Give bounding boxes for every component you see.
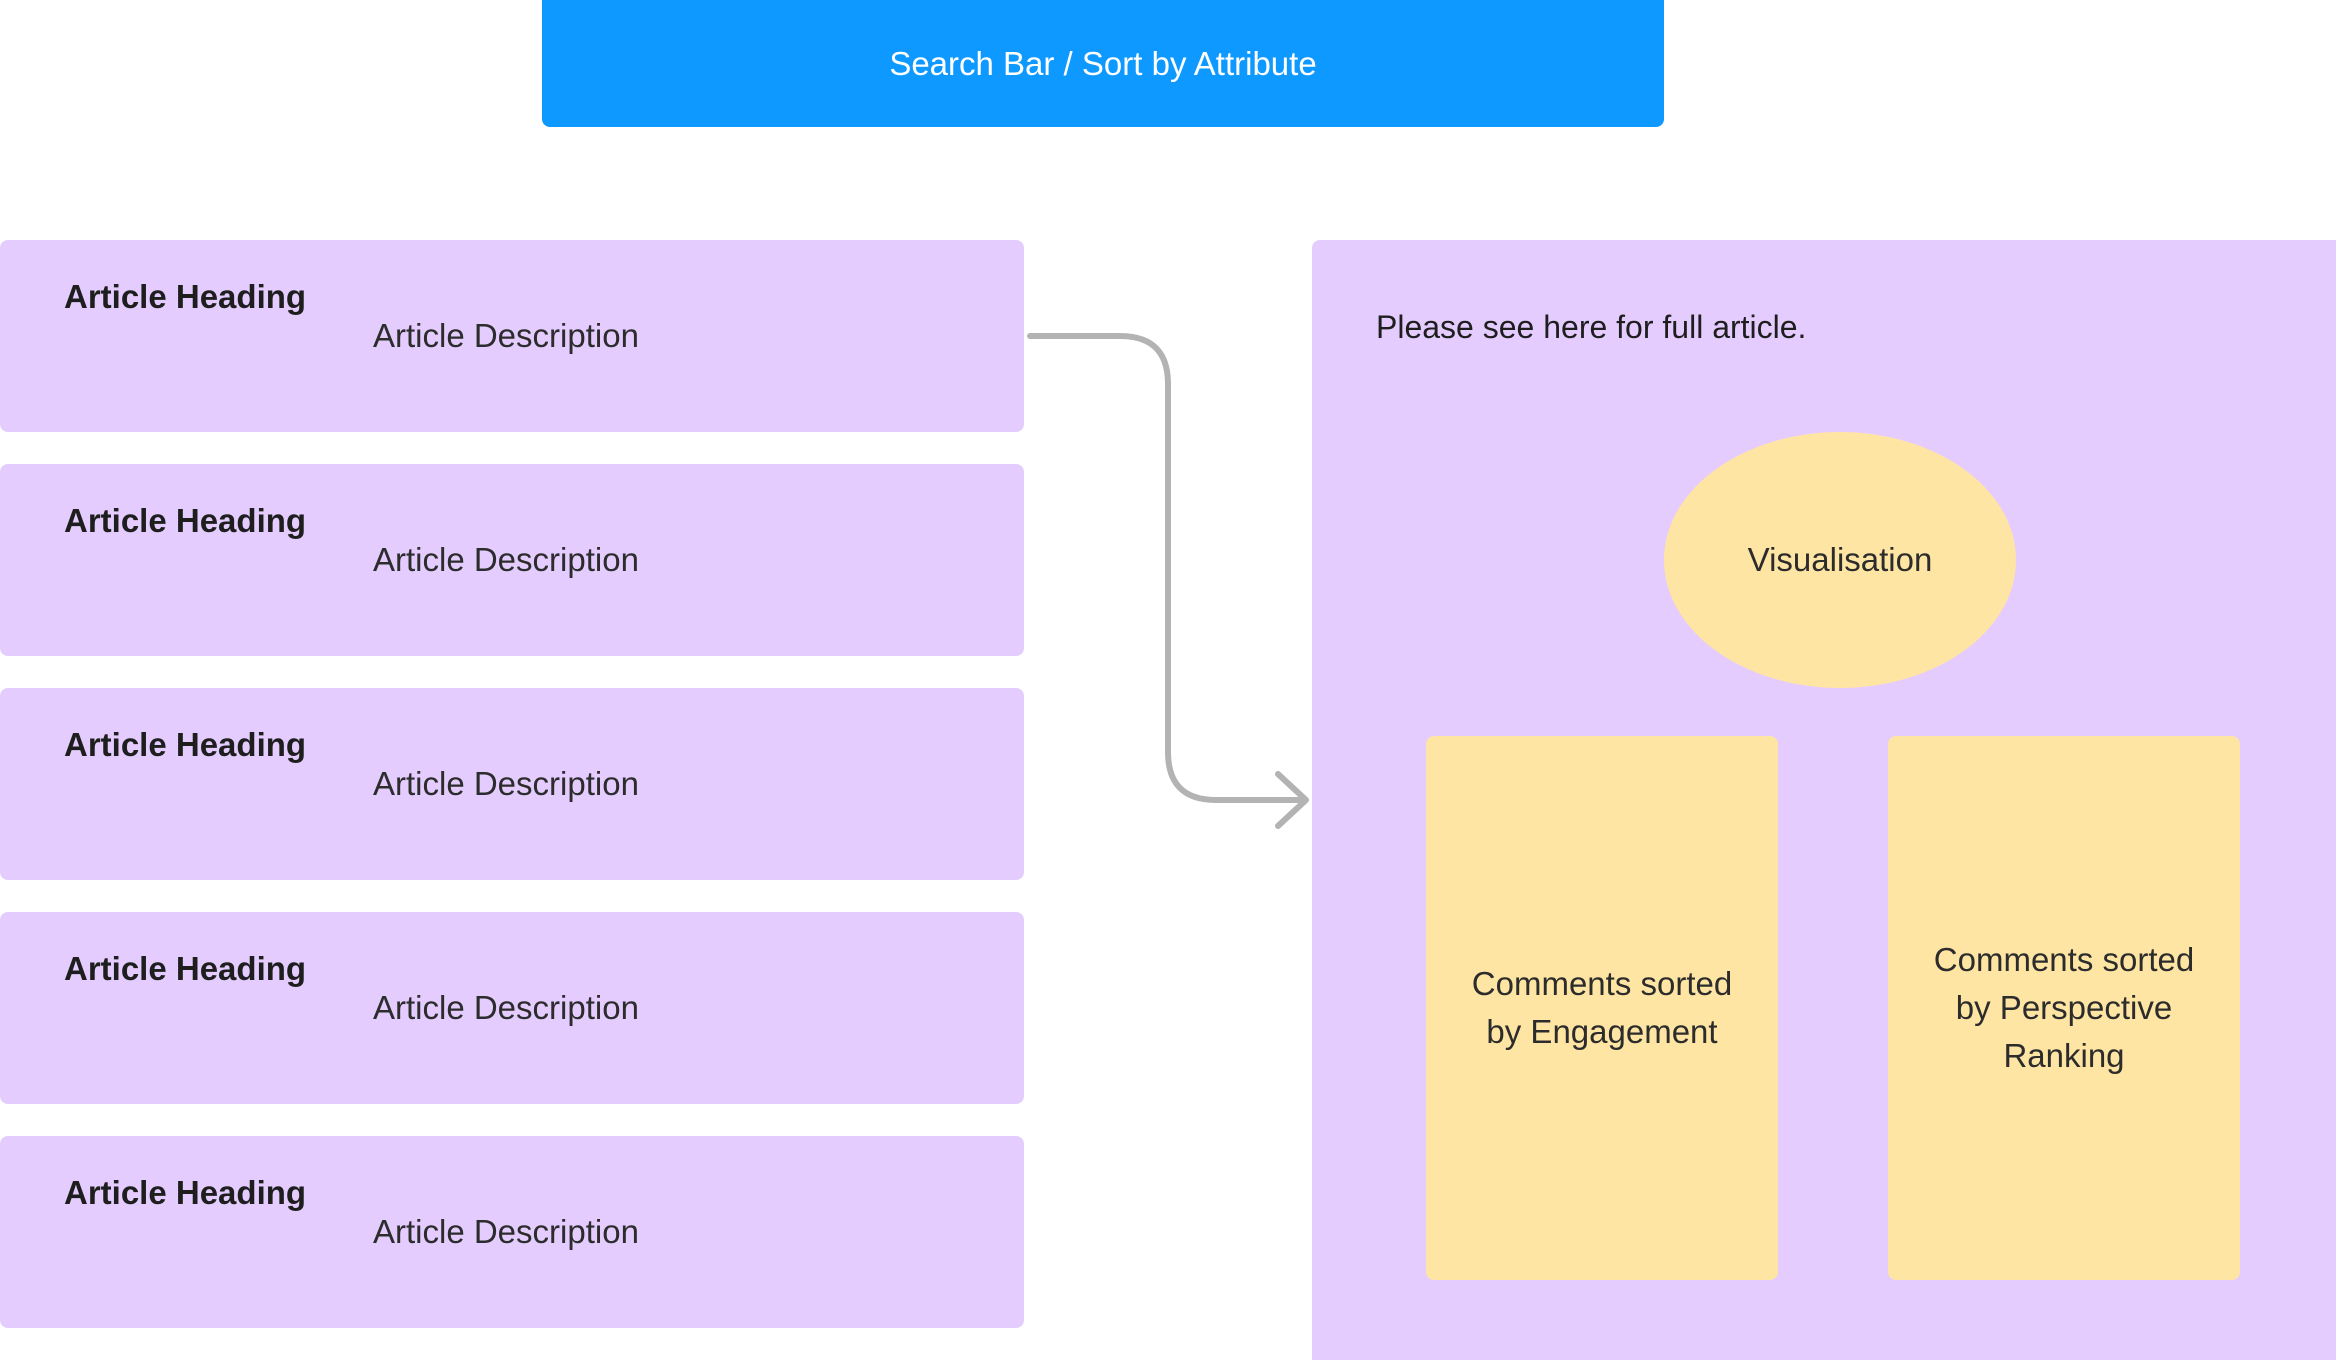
search-sort-bar[interactable]: Search Bar / Sort by Attribute [542, 0, 1664, 127]
full-article-panel: Please see here for full article. Visual… [1312, 240, 2336, 1360]
comments-perspective-label: Comments sorted by Perspective Ranking [1933, 941, 2195, 1074]
article-card[interactable]: Article Heading Article Description [0, 912, 1024, 1104]
article-heading: Article Heading [64, 726, 307, 763]
arrowhead-icon [1275, 771, 1309, 829]
article-description: Article Description [373, 765, 639, 802]
article-description: Article Description [373, 541, 639, 578]
visualisation-ellipse[interactable]: Visualisation [1664, 432, 2016, 688]
comments-engagement-card[interactable]: Comments sorted by Engagement [1426, 736, 1778, 1280]
article-card[interactable]: Article Heading Article Description [0, 464, 1024, 656]
comments-perspective-card[interactable]: Comments sorted by Perspective Ranking [1888, 736, 2240, 1280]
article-card[interactable]: Article Heading Article Description [0, 240, 1024, 432]
article-card[interactable]: Article Heading Article Description [0, 1136, 1024, 1328]
article-description: Article Description [373, 317, 639, 354]
article-heading: Article Heading [64, 1174, 307, 1211]
connector-line [1027, 333, 1307, 803]
article-description: Article Description [373, 989, 639, 1026]
search-sort-label: Search Bar / Sort by Attribute [889, 44, 1317, 82]
article-heading: Article Heading [64, 278, 307, 315]
visualisation-label: Visualisation [1747, 541, 1933, 578]
article-description: Article Description [373, 1213, 639, 1250]
comments-engagement-label: Comments sorted by Engagement [1471, 965, 1733, 1050]
article-heading: Article Heading [64, 502, 307, 539]
full-article-intro: Please see here for full article. [1376, 309, 1807, 345]
article-heading: Article Heading [64, 950, 307, 987]
article-card[interactable]: Article Heading Article Description [0, 688, 1024, 880]
